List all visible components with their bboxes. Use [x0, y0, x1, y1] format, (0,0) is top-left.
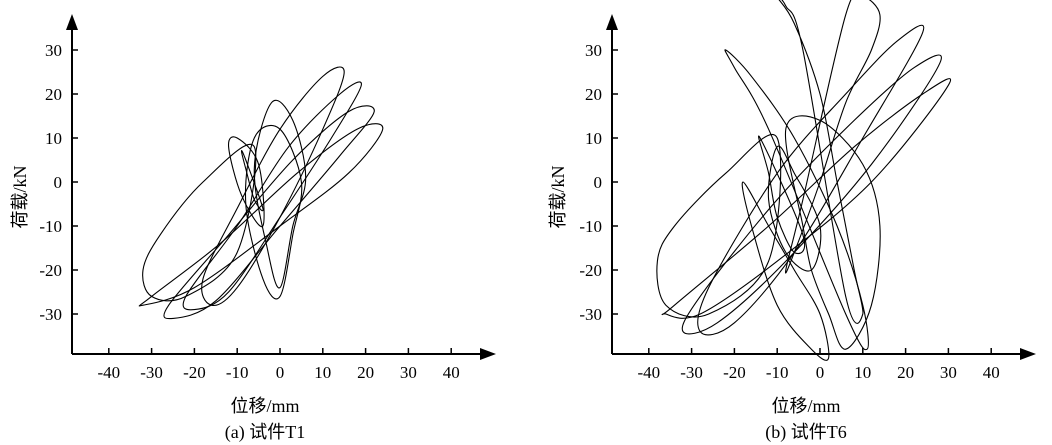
panel-b-xtick-label: 40 [983, 363, 1000, 382]
panel-b-xlabel: 位移/mm [771, 396, 840, 416]
panel-a-ytick-label: -30 [39, 305, 62, 324]
panel-a-x-arrow [480, 348, 496, 360]
panel-a-xtick-label: 40 [443, 363, 460, 382]
panel-b-xtick-label: 0 [816, 363, 825, 382]
panel-a-ylabel: 荷载/kN [10, 165, 30, 228]
panel-b-xtick-label: -20 [723, 363, 746, 382]
panel-a-caption: (a) 试件T1 [225, 422, 305, 443]
panel-b-hysteresis-loop-9 [681, 54, 942, 335]
panel-b-xtick-label: 10 [854, 363, 871, 382]
panel-a-hysteresis-loop-9 [142, 143, 257, 302]
panel-a-ytick-label: 20 [45, 85, 62, 104]
panel-b-hysteresis-loop-6 [778, 0, 864, 324]
panel-b-xtick-label: -40 [637, 363, 660, 382]
panel-a-ytick-label: -10 [39, 217, 62, 236]
panel-b-xtick-label: -10 [766, 363, 789, 382]
panel-b-ylabel: 荷载/kN [548, 165, 568, 228]
panel-b-ytick-label: 20 [585, 85, 602, 104]
panel-a-hysteresis-loop-2 [244, 124, 303, 300]
panel-a-xtick-label: -20 [183, 363, 206, 382]
panel-b-hysteresis-loop-10 [661, 78, 951, 319]
panel-b-y-arrow [606, 14, 618, 30]
panel-b-hysteresis-loop-3 [724, 49, 869, 351]
panel-a-chart: 荷载/kN 位移/mm (a) 试件T1 -40 -30 -20 -10 0 10 20 30… [10, 14, 496, 443]
panel-b-ytick-label: 30 [585, 41, 602, 60]
panel-a-xtick-label: -10 [226, 363, 249, 382]
panel-a-hysteresis-loop-5 [201, 66, 345, 307]
panel-a-xtick-label: 30 [400, 363, 417, 382]
panel-b-hysteresis-loop-7 [784, 0, 881, 274]
panel-a-xtick-label: 20 [357, 363, 374, 382]
panel-b-chart: 荷载/kN 位移/mm (b) 试件T6 -40 -30 -20 -10 0 10 20 30… [548, 0, 1036, 443]
panel-a-y-arrow [66, 14, 78, 30]
panel-b-x-arrow [1020, 348, 1036, 360]
panel-b-hysteresis-loop-4 [741, 181, 830, 361]
panel-a-xlabel: 位移/mm [230, 396, 299, 416]
panel-a-ytick-label: 0 [54, 173, 63, 192]
panel-b-ytick-label: 0 [594, 173, 603, 192]
panel-b-hysteresis-loop-5 [784, 115, 881, 350]
panel-a-xtick-label: -40 [97, 363, 120, 382]
panel-a-hysteresis-loop-6 [182, 81, 362, 311]
panel-a-ytick-label: -20 [39, 261, 62, 280]
panel-a-ytick-label: 30 [45, 41, 62, 60]
panel-a-xtick-label: 0 [276, 363, 285, 382]
panel-a-xtick-label: -30 [140, 363, 163, 382]
panel-b-caption: (b) 试件T6 [765, 422, 846, 443]
panel-b-hysteresis-loop-1 [758, 135, 806, 255]
panel-b-xtick-label: -30 [680, 363, 703, 382]
panel-b-xtick-label: 20 [897, 363, 914, 382]
panel-b-ytick-label: -20 [579, 261, 602, 280]
panel-b-hysteresis-loop-8 [697, 24, 925, 336]
panel-a-hysteresis-loop-7 [163, 105, 375, 320]
panel-a-ytick-label: 10 [45, 129, 62, 148]
panel-a-hysteresis-loop-8 [138, 123, 384, 307]
panel-b-ytick-label: -10 [579, 217, 602, 236]
panel-a-xtick-label: 10 [314, 363, 331, 382]
panel-a-hysteresis-loop-3 [228, 136, 265, 228]
panel-b-hysteresis-loop-11 [656, 134, 782, 318]
panel-b-xtick-label: 30 [940, 363, 957, 382]
panel-b-ytick-label: 10 [585, 129, 602, 148]
panel-b-ytick-label: -30 [579, 305, 602, 324]
